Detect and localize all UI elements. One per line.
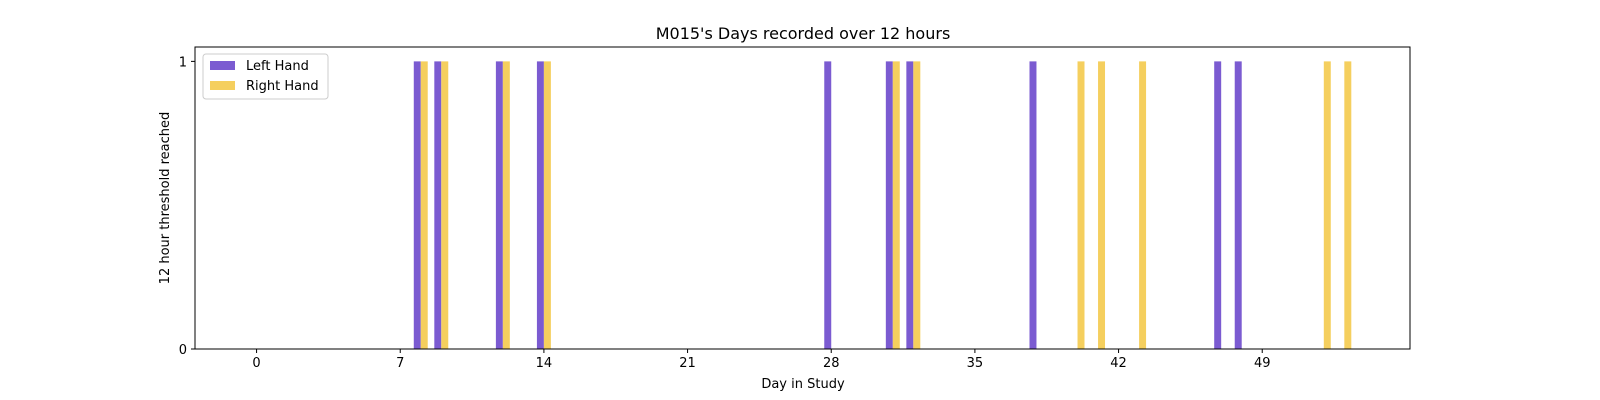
- bar-right-hand-day-14: [543, 61, 551, 349]
- x-tick-label: 28: [823, 356, 840, 371]
- x-tick-label: 35: [967, 356, 984, 371]
- bar-left-hand-day-32: [906, 61, 914, 349]
- bar-left-hand-day-12: [495, 61, 503, 349]
- x-tick-label: 0: [252, 356, 260, 371]
- bar-left-hand-day-38: [1029, 61, 1037, 349]
- bar-left-hand-day-9: [434, 61, 442, 349]
- legend-swatch-right-hand: [210, 81, 235, 90]
- chart-title: M015's Days recorded over 12 hours: [656, 24, 951, 43]
- bar-left-hand-day-47: [1214, 61, 1222, 349]
- bar-right-hand-day-8: [420, 61, 428, 349]
- x-axis-label: Day in Study: [761, 377, 845, 392]
- x-tick-label: 49: [1254, 356, 1271, 371]
- bar-right-hand-day-31: [892, 61, 900, 349]
- x-tick-label: 42: [1110, 356, 1127, 371]
- bars: [413, 61, 1352, 349]
- bar-right-hand-day-52: [1323, 61, 1331, 349]
- bar-right-hand-day-9: [441, 61, 449, 349]
- bar-right-hand-day-53: [1344, 61, 1352, 349]
- legend-swatch-left-hand: [210, 61, 235, 70]
- bar-left-hand-day-31: [885, 61, 893, 349]
- bar-left-hand-day-48: [1234, 61, 1242, 349]
- legend-label-left-hand: Left Hand: [246, 59, 309, 74]
- legend-label-right-hand: Right Hand: [246, 79, 319, 94]
- x-tick-label: 7: [396, 356, 404, 371]
- bar-left-hand-day-8: [413, 61, 421, 349]
- x-tick-label: 14: [536, 356, 553, 371]
- legend[interactable]: Left Hand Right Hand: [202, 53, 329, 100]
- plot-frame: [194, 46, 1411, 350]
- x-tick-label: 21: [679, 356, 696, 371]
- bar-right-hand-day-41: [1098, 61, 1106, 349]
- x-axis-ticks: 0 7 14 21 28 35 42 49: [252, 349, 1271, 371]
- bar-left-hand-day-28: [824, 61, 832, 349]
- bar-right-hand-day-12: [502, 61, 510, 349]
- y-axis-ticks: 01: [179, 55, 195, 358]
- bar-right-hand-day-43: [1139, 61, 1147, 349]
- y-tick-label: 1: [179, 55, 187, 70]
- bar-left-hand-day-14: [536, 61, 544, 349]
- y-tick-label: 0: [179, 343, 187, 358]
- bar-right-hand-day-40: [1077, 61, 1085, 349]
- bar-right-hand-day-32: [913, 61, 921, 349]
- y-axis-label: 12 hour threshold reached: [158, 112, 173, 285]
